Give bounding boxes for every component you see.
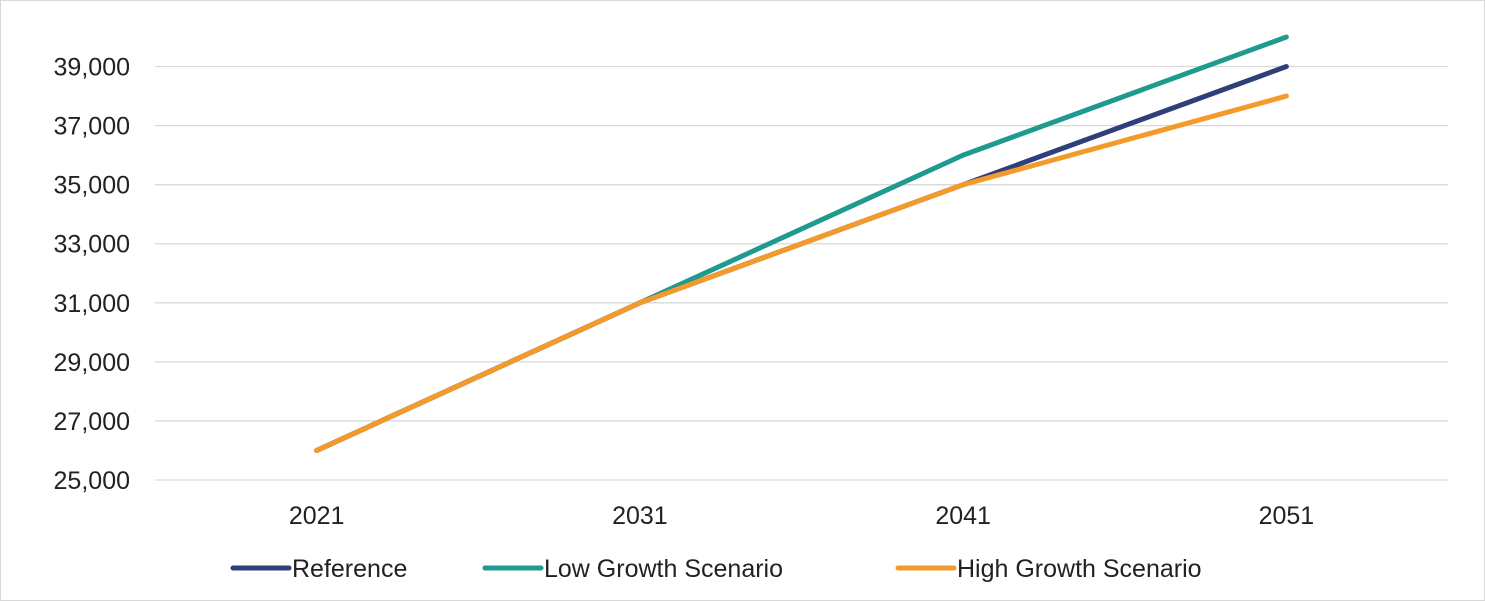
y-tick-label: 35,000 xyxy=(54,172,130,200)
x-axis-ticks: 2021 2031 2041 2051 xyxy=(289,502,1314,530)
y-tick-label: 37,000 xyxy=(54,113,130,141)
y-tick-label: 29,000 xyxy=(54,349,130,377)
y-tick-label: 33,000 xyxy=(54,231,130,259)
series-line-high-growth-scenario xyxy=(314,93,1289,453)
legend-label: Low Growth Scenario xyxy=(544,555,783,583)
y-tick-label: 31,000 xyxy=(54,290,130,318)
x-tick-label: 2041 xyxy=(935,502,991,530)
y-tick-label: 27,000 xyxy=(54,408,130,436)
series-lines xyxy=(314,34,1289,453)
legend-label: Reference xyxy=(292,555,407,583)
gridlines xyxy=(155,65,1448,481)
legend-label: High Growth Scenario xyxy=(957,555,1202,583)
legend: Reference Low Growth Scenario High Growth … xyxy=(230,555,1202,583)
x-tick-label: 2021 xyxy=(289,502,345,530)
x-tick-label: 2031 xyxy=(612,502,668,530)
series-line-reference xyxy=(314,64,1289,453)
y-tick-label: 39,000 xyxy=(54,54,130,82)
x-tick-label: 2051 xyxy=(1259,502,1315,530)
y-axis-ticks: 25,000 27,000 29,000 31,000 33,000 35,000 37,0… xyxy=(54,54,130,495)
y-tick-label: 25,000 xyxy=(54,467,130,495)
